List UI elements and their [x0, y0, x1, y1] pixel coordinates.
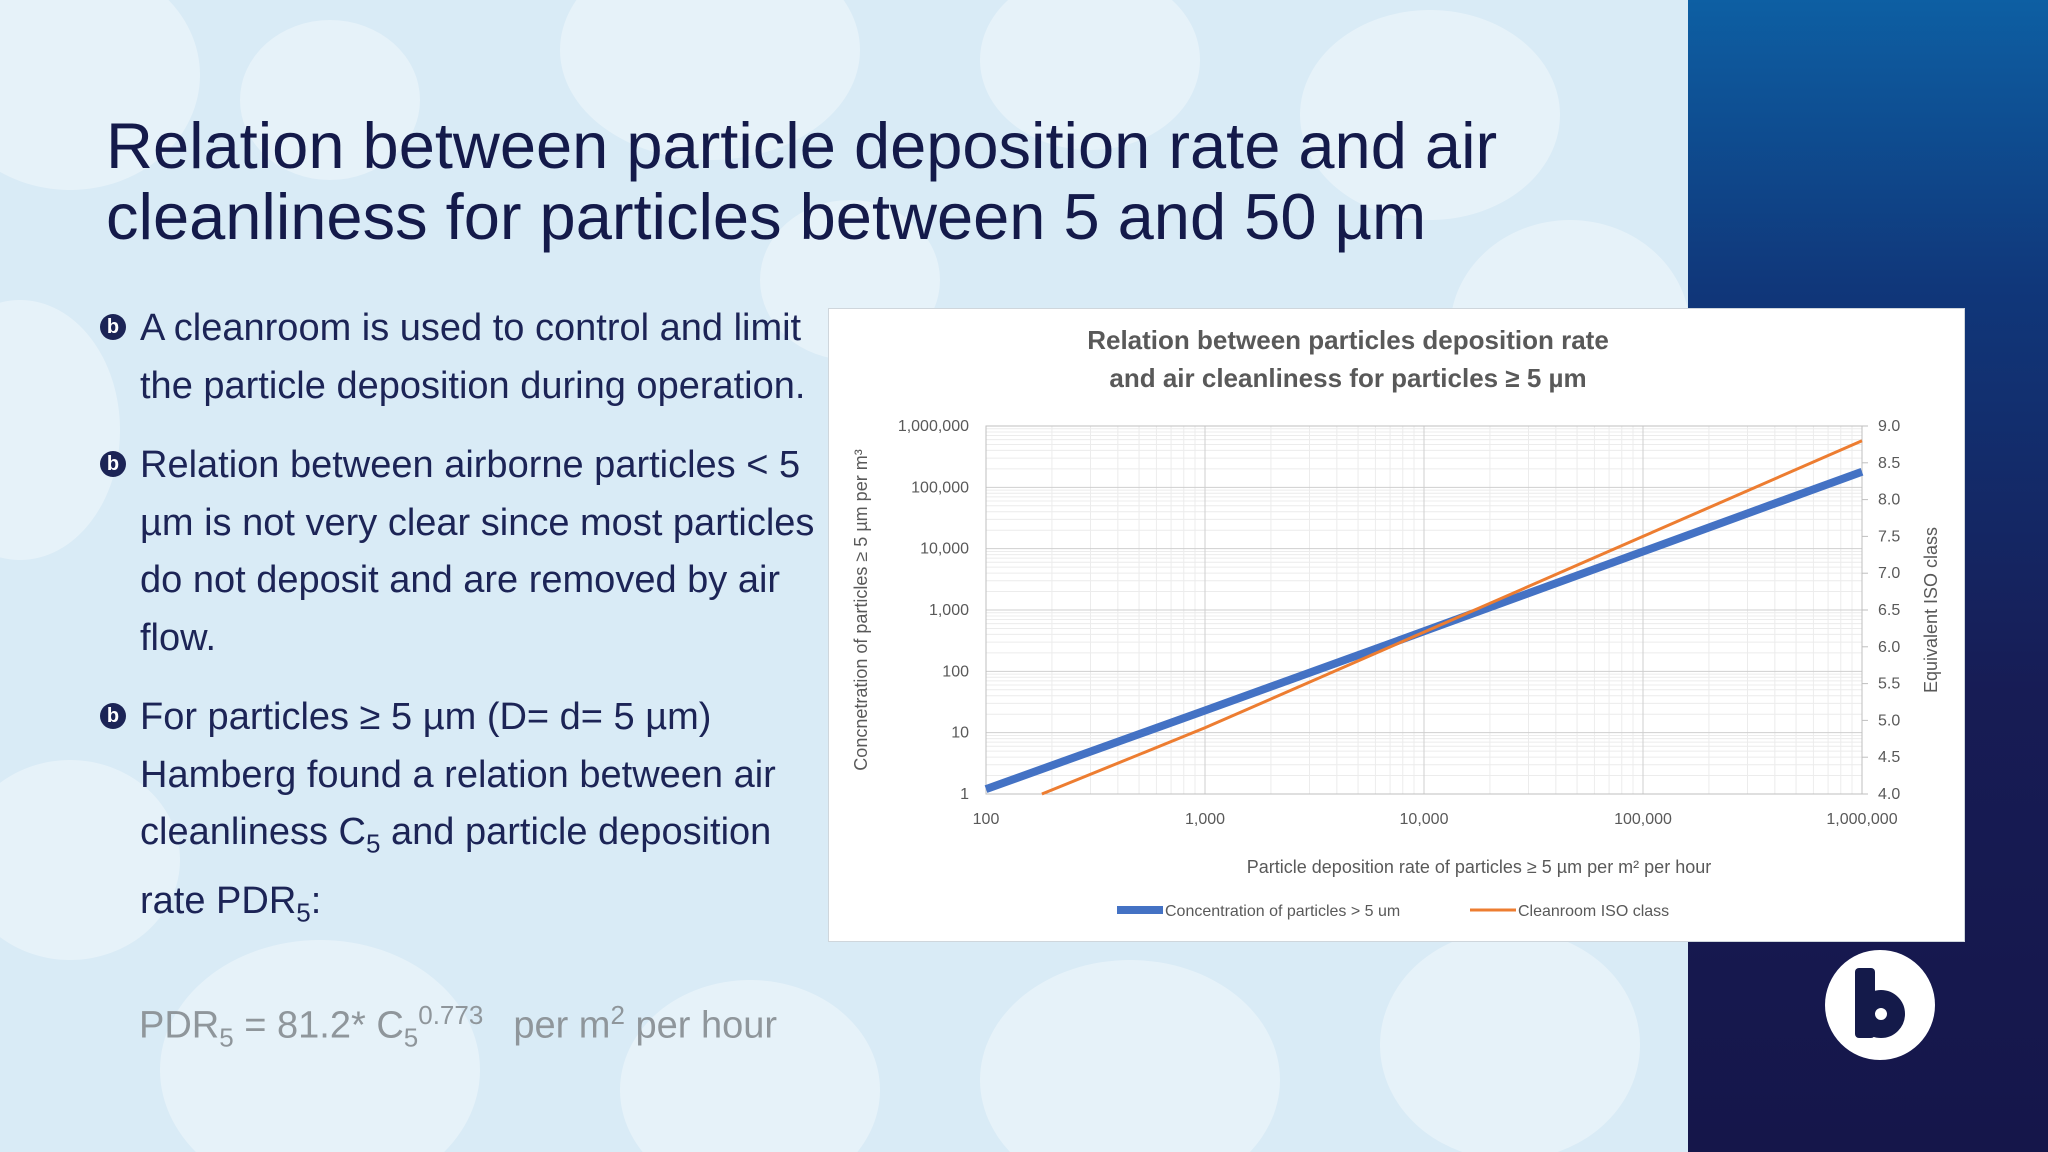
bullet-sub: 5	[296, 897, 311, 928]
y2-tick-label: 5.5	[1878, 676, 1900, 693]
x-axis-label: Particle deposition rate of particles ≥ …	[1247, 857, 1711, 877]
b-logo-bullet-icon: b	[100, 314, 126, 340]
bullet-item: b A cleanroom is used to control and lim…	[100, 300, 820, 415]
plot-area-border	[985, 425, 1863, 795]
chart-title-line: Relation between particles deposition ra…	[1087, 325, 1609, 355]
legend-label-2: Cleanroom ISO class	[1518, 903, 1669, 920]
y2-axis-label: Equivalent ISO class	[1921, 527, 1941, 693]
bullet-text: A cleanroom is used to control and limit…	[140, 307, 806, 407]
x-tick-label: 100	[973, 811, 1000, 828]
y-tick-label: 10,000	[920, 541, 969, 558]
y2-tick-label: 4.5	[1878, 749, 1900, 766]
y2-tick-label: 8.0	[1878, 492, 1900, 509]
y2-tick-label: 9.0	[1878, 418, 1900, 435]
bullet-text-post: :	[310, 880, 322, 923]
formula: PDR5 = 81.2* C50.773 per m2 per hour	[139, 1000, 777, 1053]
y2-tick-label: 7.0	[1878, 565, 1900, 582]
x-tick-label: 10,000	[1400, 811, 1449, 828]
x-tick-label: 1,000,000	[1826, 811, 1897, 828]
chart-title-line: and air cleanliness for particles ≥ 5 µm	[1109, 363, 1586, 393]
formula-exp: 0.773	[418, 1000, 484, 1030]
y2-tick-label: 6.0	[1878, 639, 1900, 656]
b-logo-icon	[1825, 950, 1935, 1060]
y-tick-label: 10	[951, 725, 969, 742]
b-logo-bullet-icon: b	[100, 703, 126, 729]
chart: 100 1,000 10,000 100,000 1,000,000 1 10 100 1,00…	[851, 325, 1941, 920]
bullet-item: b Relation between airborne particles < …	[100, 437, 820, 667]
x-tick-label: 100,000	[1614, 811, 1672, 828]
formula-lhs: PDR	[139, 1004, 220, 1047]
y-tick-label: 1,000,000	[898, 418, 969, 435]
x-tick-label: 1,000	[1185, 811, 1225, 828]
series-line-2	[1041, 439, 1863, 796]
bullet-text-mid: and particle deposition rate PDR	[140, 811, 772, 923]
y2-tick-label: 8.5	[1878, 455, 1900, 472]
y-tick-label: 100	[942, 663, 969, 680]
bullet-item: b For particles ≥ 5 µm (D= d= 5 µm) Hamb…	[100, 689, 820, 942]
y-axis-label: Concnetration of particles ≥ 5 µm per m³	[851, 449, 871, 770]
formula-unit-sup: 2	[610, 1000, 625, 1030]
formula-lhs-sub: 5	[219, 1022, 234, 1053]
y-tick-label: 1	[960, 786, 969, 803]
chart-panel: 100 1,000 10,000 100,000 1,000,000 1 10 100 1,00…	[828, 308, 1965, 942]
legend-label-1: Concentration of particles > 5 um	[1165, 903, 1400, 920]
formula-unit-post: per hour	[624, 1004, 778, 1047]
bullet-list: b A cleanroom is used to control and lim…	[100, 300, 820, 964]
bullet-text-pre: For particles ≥ 5 µm (D= d= 5 µm) Hamber…	[140, 696, 776, 853]
bullet-text: Relation between airborne particles < 5 …	[140, 444, 815, 659]
bullet-sub: 5	[366, 828, 381, 859]
y-tick-label: 1,000	[929, 602, 969, 619]
formula-eq: = 81.2* C	[233, 1004, 404, 1047]
y-tick-label: 100,000	[911, 479, 969, 496]
b-logo-bullet-icon: b	[100, 451, 126, 477]
slide-title: Relation between particle deposition rat…	[106, 109, 1498, 253]
y2-tick-label: 5.0	[1878, 712, 1900, 729]
y2-tick-label: 6.5	[1878, 602, 1900, 619]
y2-tick-label: 4.0	[1878, 786, 1900, 803]
formula-unit-pre: per m	[513, 1004, 611, 1047]
formula-c-sub: 5	[403, 1022, 419, 1053]
y2-tick-label: 7.5	[1878, 528, 1900, 545]
